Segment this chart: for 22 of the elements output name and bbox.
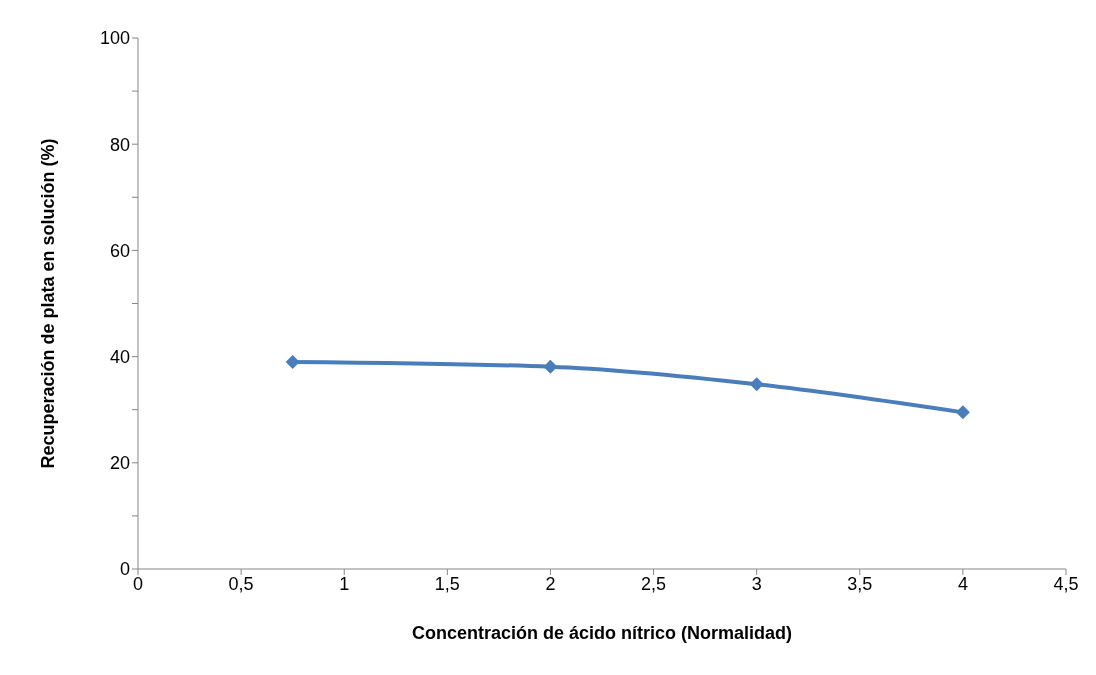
x-tick-label: 0,5 bbox=[228, 573, 254, 594]
x-tick-label: 1 bbox=[339, 573, 350, 594]
y-tick-label: 20 bbox=[109, 453, 130, 474]
x-tick-label: 4,5 bbox=[1053, 573, 1079, 594]
x-tick-label: 2 bbox=[545, 573, 556, 594]
y-tick-label: 100 bbox=[99, 28, 130, 49]
x-tick-label: 3 bbox=[751, 573, 762, 594]
y-tick-label: 0 bbox=[119, 559, 130, 580]
x-tick-label: 0 bbox=[132, 573, 144, 594]
y-tick-label: 80 bbox=[109, 134, 130, 155]
point bbox=[543, 359, 558, 374]
x-tick-label: 1,5 bbox=[434, 573, 460, 594]
point bbox=[285, 354, 300, 369]
y-tick-label: 60 bbox=[109, 240, 130, 261]
x-tick-label: 2,5 bbox=[641, 573, 667, 594]
point bbox=[955, 405, 970, 420]
y-tick-label: 40 bbox=[109, 346, 130, 367]
x-tick-label: 3,5 bbox=[847, 573, 873, 594]
x-tick-label: 4 bbox=[957, 573, 968, 594]
point bbox=[749, 377, 764, 392]
x-axis-title: Concentración de ácido nítrico (Normalidad) bbox=[411, 623, 793, 643]
y-axis-title: Recuperación de plata en solución (%) bbox=[38, 138, 59, 469]
